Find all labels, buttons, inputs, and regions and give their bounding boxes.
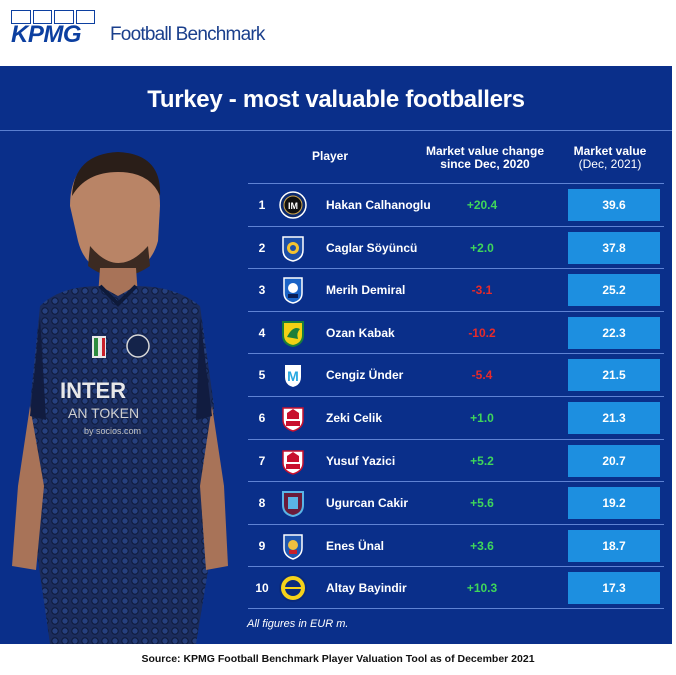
units-note: All figures in EUR m. — [247, 618, 349, 630]
table-row: 3 Merih Demiral -3.1 25.2 — [248, 268, 664, 311]
header: KPMG Football Benchmark — [0, 0, 676, 66]
chart-title: Turkey - most valuable footballers — [147, 86, 525, 113]
rank-label: 3 — [258, 283, 266, 298]
column-header-change-line1: Market value change — [425, 144, 545, 158]
player-name: Altay Bayindir — [326, 581, 407, 596]
player-name: Hakan Calhanoglu — [326, 198, 431, 212]
chart-panel: Turkey - most valuable footballers INTER… — [0, 66, 672, 644]
market-value-cell: 21.5 — [568, 359, 660, 392]
column-header-value: Market value (Dec, 2021) — [560, 145, 660, 171]
table-row: 8 Ugurcan Cakir +5.6 19.2 — [248, 481, 664, 524]
table-row: 5 M Cengiz Ünder -5.4 21.5 — [248, 353, 664, 396]
player-name: Caglar Söyüncü — [326, 240, 418, 255]
market-value-change: +5.6 — [470, 496, 494, 511]
player-name: Enes Ünal — [326, 538, 385, 553]
market-value-cell: 20.7 — [568, 444, 660, 477]
svg-text:by socios.com: by socios.com — [84, 426, 141, 436]
getafe-badge — [283, 534, 303, 560]
market-value-change: -3.1 — [471, 283, 493, 298]
rank-label: 1 — [258, 198, 266, 212]
source-note: Source: KPMG Football Benchmark Player V… — [141, 653, 535, 665]
table-row: 7 Yusuf Yazici +5.2 20.7 — [248, 438, 664, 482]
inter-badge: IM — [279, 191, 307, 219]
table-row: 6 Zeki Celik +1.0 21.3 — [248, 395, 664, 439]
market-value-change: +1.0 — [470, 410, 494, 425]
market-value-cell: 19.2 — [568, 487, 660, 520]
rank-label: 8 — [258, 496, 266, 511]
svg-text:AN TOKEN: AN TOKEN — [68, 405, 139, 421]
svg-text:INTER: INTER — [60, 378, 126, 403]
lille-badge — [282, 449, 304, 475]
table-row: 9 Enes Ünal +3.6 18.7 — [248, 523, 664, 567]
player-name: Ugurcan Cakir — [326, 496, 409, 511]
leicester-badge — [282, 235, 304, 262]
ranking-table: 1 IM Hakan Calhanoglu +20.4 39.6 2 Caglar Söyü… — [248, 183, 664, 609]
player-name: Ozan Kabak — [326, 325, 395, 340]
player-name: Yusuf Yazici — [326, 453, 396, 468]
table-row: 1 IM Hakan Calhanoglu +20.4 39.6 — [248, 183, 664, 226]
market-value-change: +10.3 — [466, 581, 498, 596]
player-photo: INTER AN TOKEN by socios.com — [12, 152, 228, 644]
rank-label: 9 — [258, 538, 266, 553]
svg-text:M: M — [287, 368, 299, 384]
rank-label: 2 — [258, 240, 266, 255]
svg-text:IM: IM — [288, 201, 298, 211]
player-name: Zeki Celik — [326, 410, 383, 425]
market-value-change: -10.2 — [468, 325, 496, 340]
column-header-player: Player — [311, 149, 349, 163]
player-name: Cengiz Ünder — [326, 368, 404, 383]
fenerbahce-badge — [279, 574, 307, 603]
kpmg-logo-boxes — [11, 10, 95, 24]
atalanta-badge — [283, 277, 303, 304]
column-header-change-line2: since Dec, 2020 — [440, 157, 530, 171]
market-value-change: +20.4 — [466, 198, 498, 212]
title-divider — [0, 130, 672, 131]
table-row: 10 Altay Bayindir +10.3 17.3 — [248, 566, 664, 609]
rank-label: 7 — [258, 453, 266, 468]
market-value-cell: 21.3 — [568, 401, 660, 434]
lille-badge — [282, 407, 304, 432]
market-value-cell: 37.8 — [568, 231, 660, 264]
brand-text: Football Benchmark — [110, 24, 265, 45]
kpmg-logo: KPMG — [11, 10, 95, 48]
column-header-change: Market value change since Dec, 2020 — [410, 145, 560, 171]
norwich-badge — [282, 320, 304, 347]
rank-label: 5 — [258, 368, 266, 383]
rank-label: 6 — [258, 410, 266, 425]
kpmg-logo-text: KPMG — [11, 21, 82, 48]
rank-label: 10 — [255, 581, 269, 596]
market-value-cell: 25.2 — [568, 274, 660, 307]
right-margin — [672, 0, 676, 675]
column-header-value-line2: (Dec, 2021) — [578, 157, 642, 171]
player-name: Merih Demiral — [326, 283, 406, 298]
rank-label: 4 — [258, 325, 266, 340]
market-value-cell: 39.6 — [568, 189, 660, 221]
market-value-cell: 22.3 — [568, 316, 660, 349]
market-value-change: +3.6 — [470, 538, 494, 553]
trabzonspor-badge — [282, 491, 304, 518]
market-value-cell: 18.7 — [568, 529, 660, 562]
market-value-cell: 17.3 — [568, 572, 660, 605]
column-header-value-line1: Market value — [573, 144, 647, 158]
market-value-change: +5.2 — [470, 453, 494, 468]
market-value-change: +2.0 — [470, 240, 494, 255]
table-row: 2 Caglar Söyüncü +2.0 37.8 — [248, 225, 664, 269]
market-value-change: -5.4 — [471, 368, 493, 383]
marseille-badge: M — [285, 365, 301, 388]
table-row: 4 Ozan Kabak -10.2 22.3 — [248, 310, 664, 354]
